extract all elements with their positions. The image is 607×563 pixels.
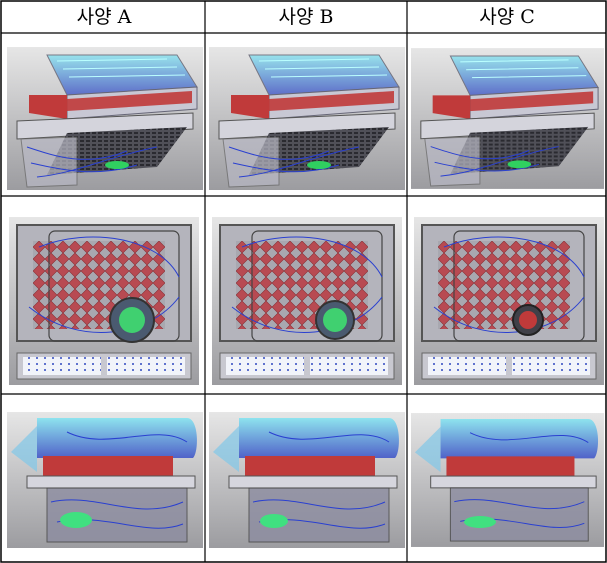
header-cell: 사양 B: [279, 6, 334, 28]
header-cell: 사양 C: [479, 6, 535, 28]
top-view-image: [414, 217, 604, 385]
top-view-image: [9, 217, 199, 385]
side-view-image: [209, 412, 405, 548]
page: 사양 A 사양 B 사양 C (() => { const data = JSO…: [0, 0, 607, 563]
iso-view-image: [411, 48, 604, 189]
header-cell: 사양 A: [77, 6, 132, 28]
top-view-image: [212, 217, 402, 385]
side-view-image: [7, 412, 203, 548]
iso-view-image: [209, 47, 405, 190]
iso-view-image: [7, 47, 203, 190]
spec-table: 사양 A 사양 B 사양 C: [0, 0, 607, 563]
side-view-image: [411, 413, 604, 547]
